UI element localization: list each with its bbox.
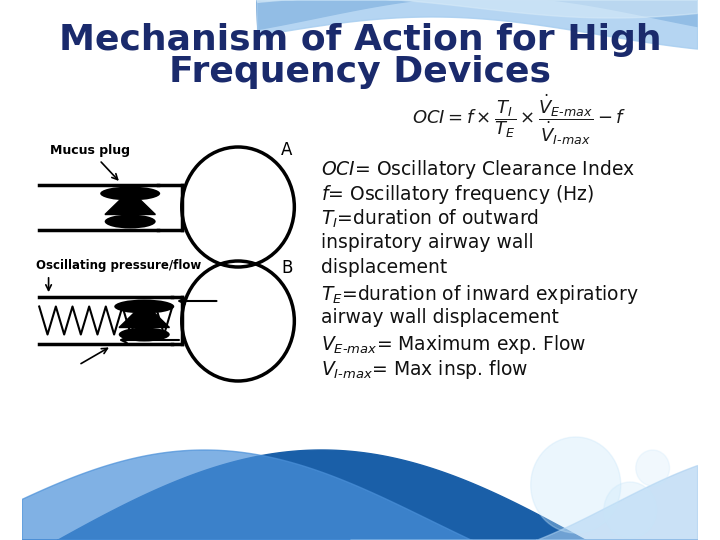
- Ellipse shape: [119, 327, 170, 341]
- Text: Oscillating pressure/flow: Oscillating pressure/flow: [37, 259, 202, 272]
- FancyBboxPatch shape: [30, 90, 316, 420]
- Polygon shape: [257, 0, 698, 18]
- Polygon shape: [119, 314, 169, 327]
- Polygon shape: [105, 200, 156, 214]
- Text: $V_{E\text{-}max}$= Maximum exp. Flow: $V_{E\text{-}max}$= Maximum exp. Flow: [320, 333, 586, 356]
- Text: $V_{I\text{-}max}$= Max insp. flow: $V_{I\text{-}max}$= Max insp. flow: [320, 358, 528, 381]
- Text: $\mathit{OCI} = \mathit{f} \times \dfrac{T_I}{T_E} \times \dfrac{\dot{V}_{E\text: $\mathit{OCI} = \mathit{f} \times \dfrac…: [413, 93, 626, 147]
- Circle shape: [604, 482, 657, 538]
- Polygon shape: [22, 450, 698, 540]
- Text: displacement: displacement: [320, 258, 447, 277]
- Circle shape: [636, 450, 670, 486]
- Polygon shape: [257, 0, 698, 30]
- Circle shape: [531, 437, 621, 533]
- Text: $\mathit{T}_E$=duration of inward expiratiory: $\mathit{T}_E$=duration of inward expira…: [320, 283, 638, 306]
- Text: Mucus plug: Mucus plug: [50, 144, 130, 157]
- Text: $\mathit{OCI}$= Oscillatory Clearance Index: $\mathit{OCI}$= Oscillatory Clearance In…: [320, 158, 635, 181]
- Text: A: A: [281, 141, 292, 159]
- Ellipse shape: [104, 214, 156, 228]
- Text: B: B: [281, 259, 292, 277]
- Text: $\mathit{f}$= Oscillatory frequency (Hz): $\mathit{f}$= Oscillatory frequency (Hz): [320, 183, 594, 206]
- Polygon shape: [351, 465, 698, 540]
- Polygon shape: [22, 450, 698, 540]
- Text: $\mathit{T}_I$=duration of outward: $\mathit{T}_I$=duration of outward: [320, 208, 539, 230]
- Text: Frequency Devices: Frequency Devices: [169, 55, 551, 89]
- Text: Mechanism of Action for High: Mechanism of Action for High: [59, 23, 661, 57]
- Text: airway wall displacement: airway wall displacement: [320, 308, 559, 327]
- Ellipse shape: [114, 300, 174, 314]
- Polygon shape: [257, 0, 698, 49]
- Ellipse shape: [100, 186, 161, 200]
- Text: inspiratory airway wall: inspiratory airway wall: [320, 233, 534, 252]
